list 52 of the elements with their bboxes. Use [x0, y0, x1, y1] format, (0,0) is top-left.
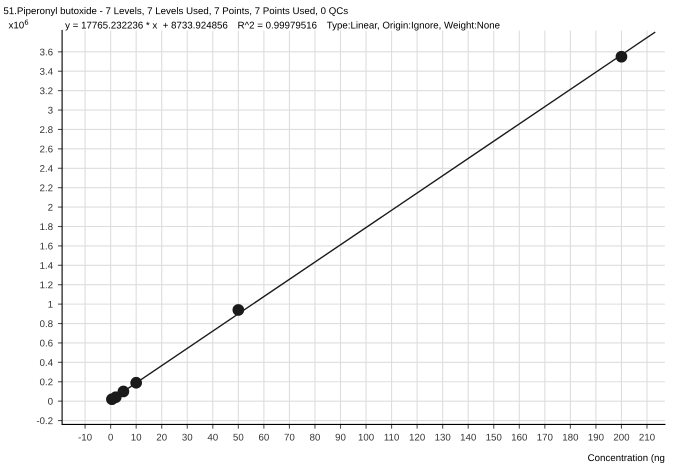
- y-axis-title: x10$^{6}$: [8, 20, 28, 28]
- y-tick-label: 1.2: [40, 281, 53, 288]
- chart-title: 51.Piperonyl butoxide - 7 Levels, 7 Levels Used, 7 Points, 7 Points Used, 0 QCs: [4, 7, 348, 16]
- y-tick-label: 2: [48, 204, 53, 211]
- y-tick-label: -0.2: [36, 417, 53, 424]
- y-tick-label: 0.2: [40, 378, 53, 386]
- y-tick-label: 3: [48, 106, 53, 114]
- y-tick-label: 3.2: [40, 87, 53, 94]
- x-tick-label: 100: [358, 434, 374, 441]
- y-tick-label: 0: [48, 398, 53, 405]
- x-tick-label: 0: [108, 434, 113, 441]
- x-tick-label: 180: [563, 434, 578, 441]
- x-axis-title: Concentration (ng: [588, 454, 664, 464]
- x-tick-label: 50: [233, 434, 244, 441]
- y-tick-label: 0.4: [40, 359, 53, 366]
- x-tick-label: 120: [410, 434, 425, 441]
- point: [130, 376, 142, 389]
- x-tick-label: 90: [336, 434, 346, 441]
- y-tick-label: 2.8: [40, 126, 53, 134]
- point: [616, 50, 628, 63]
- x-tick-label: 170: [537, 434, 553, 441]
- y-tick-label: 1.4: [40, 262, 53, 269]
- y-tick-label: 1.6: [40, 242, 53, 250]
- x-tick-label: 80: [310, 434, 320, 441]
- x-tick-label: 40: [208, 434, 218, 441]
- point: [118, 386, 130, 398]
- x-tick-label: 10: [132, 434, 142, 441]
- point: [106, 393, 118, 406]
- y-tick-label: 3.4: [40, 68, 53, 75]
- y-tick-label: 2.6: [40, 146, 53, 152]
- text: y = 17765.232236 * x + 8733.924856 R^2 = 0.99979516 Type:Linear, Origin:Ignore, Weight:None: [65, 21, 500, 30]
- x-tick-label: 200: [614, 434, 630, 441]
- y-tick-label: 1: [48, 300, 53, 308]
- x-tick-label: 140: [460, 434, 476, 441]
- x-tick-label: 210: [639, 434, 655, 441]
- x-tick-label: 130: [435, 434, 450, 441]
- y-tick-label: 2.4: [40, 165, 53, 172]
- point: [232, 304, 244, 316]
- x-tick-label: 20: [156, 434, 167, 441]
- x-tick-label: 70: [284, 434, 294, 441]
- y-tick-label: 0.8: [40, 320, 53, 328]
- y-tick-label: 3.6: [40, 48, 53, 56]
- x-tick-label: -10: [78, 434, 92, 441]
- x-tick-label: 60: [258, 434, 269, 441]
- x-tick-label: 30: [182, 434, 192, 441]
- x-tick-label: 160: [512, 434, 528, 441]
- y-tick-label: 1.8: [40, 223, 53, 230]
- y-tick-label: 2.2: [40, 184, 53, 192]
- x-tick-label: 150: [486, 434, 502, 441]
- y-tick-label: 0.6: [40, 340, 53, 347]
- x-tick-label: 190: [588, 434, 604, 441]
- x-tick-label: 110: [384, 434, 399, 441]
